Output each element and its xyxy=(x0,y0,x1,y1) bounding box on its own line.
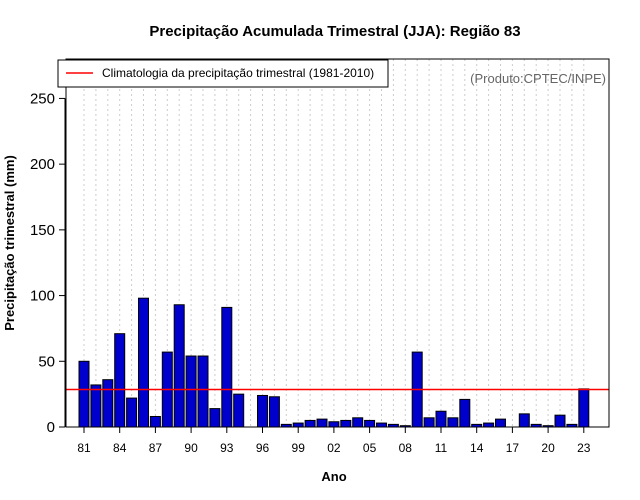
bar-1983 xyxy=(102,379,114,428)
y-tick-label: 50 xyxy=(38,353,55,370)
bar-2004 xyxy=(352,417,364,428)
y-tick-label: 200 xyxy=(30,156,55,173)
bar-1985 xyxy=(126,397,138,428)
bar-2021 xyxy=(554,414,566,428)
bar-1984 xyxy=(114,333,126,428)
x-axis-title: Ano xyxy=(321,469,346,484)
y-axis-title: Precipitação trimestral (mm) xyxy=(2,155,17,331)
bar-2000 xyxy=(304,419,316,428)
y-tick-label: 150 xyxy=(30,222,55,239)
bar-1987 xyxy=(149,415,161,428)
x-tick-label: 84 xyxy=(113,441,127,455)
x-tick-label: 87 xyxy=(149,441,163,455)
plot-frame xyxy=(65,58,610,428)
bar-2002 xyxy=(328,421,340,428)
y-tick-label: 0 xyxy=(47,419,55,436)
y-tick-label: 250 xyxy=(30,90,55,107)
x-tick-label: 90 xyxy=(184,441,198,455)
bar-1999 xyxy=(292,422,304,428)
x-tick-label: 99 xyxy=(292,441,306,455)
chart-title: Precipitação Acumulada Trimestral (JJA):… xyxy=(149,23,520,40)
bar-1989 xyxy=(173,304,185,428)
x-tick-label: 02 xyxy=(327,441,341,455)
x-tick-label: 20 xyxy=(541,441,555,455)
bar-1981 xyxy=(78,360,90,428)
x-tick-label: 81 xyxy=(77,441,91,455)
x-axis: 81 84 87 90 93 96 99 02 05 08 11 14 17 20 23 xyxy=(77,427,591,455)
x-tick-label: 14 xyxy=(470,441,484,455)
bar-2001 xyxy=(316,418,328,428)
bar-2015 xyxy=(483,422,495,428)
x-tick-label: 08 xyxy=(399,441,413,455)
bar-2006 xyxy=(376,422,387,428)
bar-1990 xyxy=(185,355,197,428)
credit-text: (Produto:CPTEC/INPE) xyxy=(470,71,606,86)
y-tick-label: 100 xyxy=(30,288,55,305)
bar-1991 xyxy=(197,355,209,428)
bar-2010 xyxy=(423,417,435,428)
bar-2012 xyxy=(447,417,459,428)
x-tick-label: 05 xyxy=(363,441,377,455)
bar-2018 xyxy=(518,413,530,428)
legend-label: Climatologia da precipitação trimestral … xyxy=(102,66,374,80)
bar-1992 xyxy=(209,408,221,428)
bar-1997 xyxy=(268,396,280,428)
x-tick-label: 17 xyxy=(506,441,520,455)
bar-2011 xyxy=(435,410,447,428)
x-tick-label: 96 xyxy=(256,441,270,455)
legend: Climatologia da precipitação trimestral … xyxy=(57,59,389,88)
bar-2016 xyxy=(495,418,506,428)
x-tick-label: 93 xyxy=(220,441,234,455)
bar-1982 xyxy=(90,384,102,428)
x-tick-label: 23 xyxy=(577,441,591,455)
bar-2005 xyxy=(364,419,376,428)
bars-group xyxy=(78,297,590,428)
bar-1993 xyxy=(221,306,233,428)
grid-lines xyxy=(83,59,585,427)
bar-1996 xyxy=(257,394,268,428)
x-tick-label: 11 xyxy=(435,441,448,455)
legend-box xyxy=(57,59,389,88)
bar-1994 xyxy=(233,393,245,428)
bar-2003 xyxy=(340,419,352,428)
bar-2023 xyxy=(578,388,590,428)
bar-2013 xyxy=(459,398,471,428)
bar-1986 xyxy=(138,297,149,428)
y-axis: 0 50 100 150 200 250 xyxy=(30,90,66,436)
